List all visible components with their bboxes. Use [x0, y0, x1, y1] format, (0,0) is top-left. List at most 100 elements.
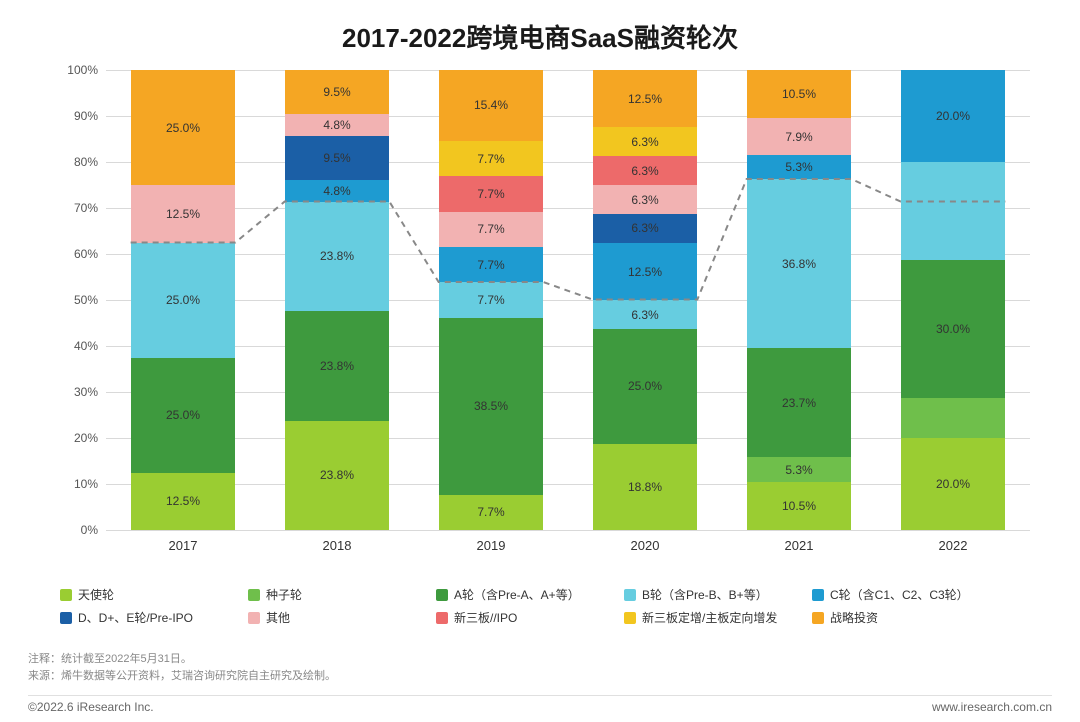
- legend-label: 新三板//IPO: [454, 609, 517, 626]
- notes: 注释：统计截至2022年5月31日。 来源：烯牛数据等公开资料，艾瑞咨询研究院自…: [28, 651, 336, 686]
- legend-label: D、D+、E轮/Pre-IPO: [78, 609, 193, 626]
- segment-label: 12.5%: [628, 265, 662, 279]
- y-tick-label: 90%: [74, 109, 98, 123]
- bar-segment: 23.8%: [285, 202, 390, 311]
- legend-item: 其他: [248, 609, 428, 626]
- bar-segment: 25.0%: [593, 329, 698, 444]
- bar: 10.5% 5.3% 23.7% 36.8% 5.3% 7.9% 10.5%: [747, 70, 852, 530]
- legend-swatch: [624, 612, 636, 624]
- bar-segment: 25.0%: [131, 70, 236, 185]
- bar-column: 10.5%5.3%23.7%36.8%5.3%7.9%10.5%2021: [722, 70, 876, 530]
- bar-segment: 7.7%: [439, 247, 544, 282]
- bar-segment: 12.5%: [131, 473, 236, 531]
- y-tick-label: 100%: [67, 63, 98, 77]
- segment-label: 12.5%: [166, 494, 200, 508]
- bar-segment: 20.0%: [901, 70, 1006, 162]
- bar-segment: 5.3%: [747, 457, 852, 481]
- segment-label: 7.7%: [477, 258, 504, 272]
- bar-segment: 15.4%: [439, 70, 544, 141]
- segment-label: 25.0%: [166, 408, 200, 422]
- legend-label: 其他: [266, 609, 290, 626]
- legend-item: 新三板//IPO: [436, 609, 616, 626]
- y-tick-label: 70%: [74, 201, 98, 215]
- segment-label: 9.5%: [323, 85, 350, 99]
- segment-label: 25.0%: [166, 293, 200, 307]
- segment-label: 36.8%: [782, 257, 816, 271]
- segment-label: 5.3%: [785, 463, 812, 477]
- legend-item: 新三板定增/主板定向增发: [624, 609, 804, 626]
- legend-label: 战略投资: [830, 609, 878, 626]
- x-tick-label: 2021: [785, 538, 814, 553]
- note-line2: 来源：烯牛数据等公开资料，艾瑞咨询研究院自主研究及绘制。: [28, 668, 336, 686]
- bar-segment: 7.7%: [439, 141, 544, 176]
- legend-label: 种子轮: [266, 586, 302, 603]
- legend-label: C轮（含C1、C2、C3轮）: [830, 586, 969, 603]
- segment-label: 7.7%: [477, 505, 504, 519]
- bar-segment: 6.3%: [593, 127, 698, 156]
- legend-swatch: [60, 589, 72, 601]
- bar-segment: 18.8%: [593, 444, 698, 530]
- bar-segment: 6.3%: [593, 185, 698, 214]
- legend-swatch: [812, 612, 824, 624]
- legend-item: D、D+、E轮/Pre-IPO: [60, 609, 240, 626]
- x-tick-label: 2017: [169, 538, 198, 553]
- segment-label: 20.0%: [936, 477, 970, 491]
- bar: 18.8%25.0%6.3%12.5%6.3%6.3%6.3%6.3%12.5%: [593, 70, 698, 530]
- bar-segment: 7.7%: [439, 176, 544, 211]
- segment-label: 10.5%: [782, 499, 816, 513]
- segment-label: 4.8%: [323, 184, 350, 198]
- bar-segment: 36.8%: [747, 179, 852, 348]
- bar-segment: 7.7%: [439, 212, 544, 247]
- segment-label: 7.9%: [785, 130, 812, 144]
- footer: ©2022.6 iResearch Inc. www.iresearch.com…: [28, 695, 1052, 714]
- y-tick-label: 30%: [74, 385, 98, 399]
- bar-column: 20.0%30.0%20.0%2022: [876, 70, 1030, 530]
- bar-segment: 12.5%: [593, 70, 698, 127]
- y-tick-label: 10%: [74, 477, 98, 491]
- bar-segment: 4.8%: [285, 180, 390, 202]
- segment-label: 15.4%: [474, 98, 508, 112]
- segment-label: 18.8%: [628, 480, 662, 494]
- segment-label: 23.8%: [320, 468, 354, 482]
- legend-item: A轮（含Pre-A、A+等）: [436, 586, 616, 603]
- bar-column: 23.8%23.8%23.8%4.8%9.5%4.8%9.5%2018: [260, 70, 414, 530]
- bar-segment: 23.7%: [747, 348, 852, 457]
- segment-label: 25.0%: [166, 121, 200, 135]
- bar-segment: 10.5%: [747, 70, 852, 118]
- legend-item: 种子轮: [248, 586, 428, 603]
- legend: 天使轮种子轮A轮（含Pre-A、A+等）B轮（含Pre-B、B+等）C轮（含C1…: [60, 586, 1040, 626]
- bar: 7.7%38.5%7.7%7.7%7.7%7.7%7.7%15.4%: [439, 70, 544, 530]
- segment-label: 12.5%: [166, 207, 200, 221]
- plot-area: 0%10%20%30%40%50%60%70%80%90%100% 12.5%2…: [106, 70, 1030, 530]
- y-tick-label: 60%: [74, 247, 98, 261]
- bar-segment: 25.0%: [131, 358, 236, 473]
- bar-segment: 6.3%: [593, 300, 698, 329]
- chart-title: 2017-2022跨境电商SaaS融资轮次: [0, 0, 1080, 65]
- bar-column: 18.8%25.0%6.3%12.5%6.3%6.3%6.3%6.3%12.5%…: [568, 70, 722, 530]
- legend-swatch: [248, 589, 260, 601]
- bar-segment: 23.8%: [285, 421, 390, 530]
- legend-swatch: [436, 589, 448, 601]
- bar-column: 12.5%25.0%25.0%12.5%25.0%2017: [106, 70, 260, 530]
- legend-swatch: [812, 589, 824, 601]
- legend-label: 新三板定增/主板定向增发: [642, 609, 777, 626]
- legend-label: 天使轮: [78, 586, 114, 603]
- bar-segment: 7.9%: [747, 118, 852, 154]
- segment-label: 4.8%: [323, 118, 350, 132]
- legend-swatch: [248, 612, 260, 624]
- bar-segment: 6.3%: [593, 214, 698, 243]
- bar-segment: [901, 162, 1006, 260]
- segment-label: 6.3%: [631, 221, 658, 235]
- segment-label: 12.5%: [628, 92, 662, 106]
- segment-label: 6.3%: [631, 164, 658, 178]
- bar-segment: 30.0%: [901, 260, 1006, 398]
- y-tick-label: 40%: [74, 339, 98, 353]
- bar: 12.5% 25.0% 25.0% 12.5% 25.0%: [131, 70, 236, 530]
- y-tick-label: 50%: [74, 293, 98, 307]
- bar: 23.8%23.8%23.8%4.8%9.5%4.8%9.5%: [285, 70, 390, 530]
- segment-label: 7.7%: [477, 187, 504, 201]
- segment-label: 5.3%: [785, 160, 812, 174]
- segment-label: 23.7%: [782, 396, 816, 410]
- segment-label: 10.5%: [782, 87, 816, 101]
- segment-label: 9.5%: [323, 151, 350, 165]
